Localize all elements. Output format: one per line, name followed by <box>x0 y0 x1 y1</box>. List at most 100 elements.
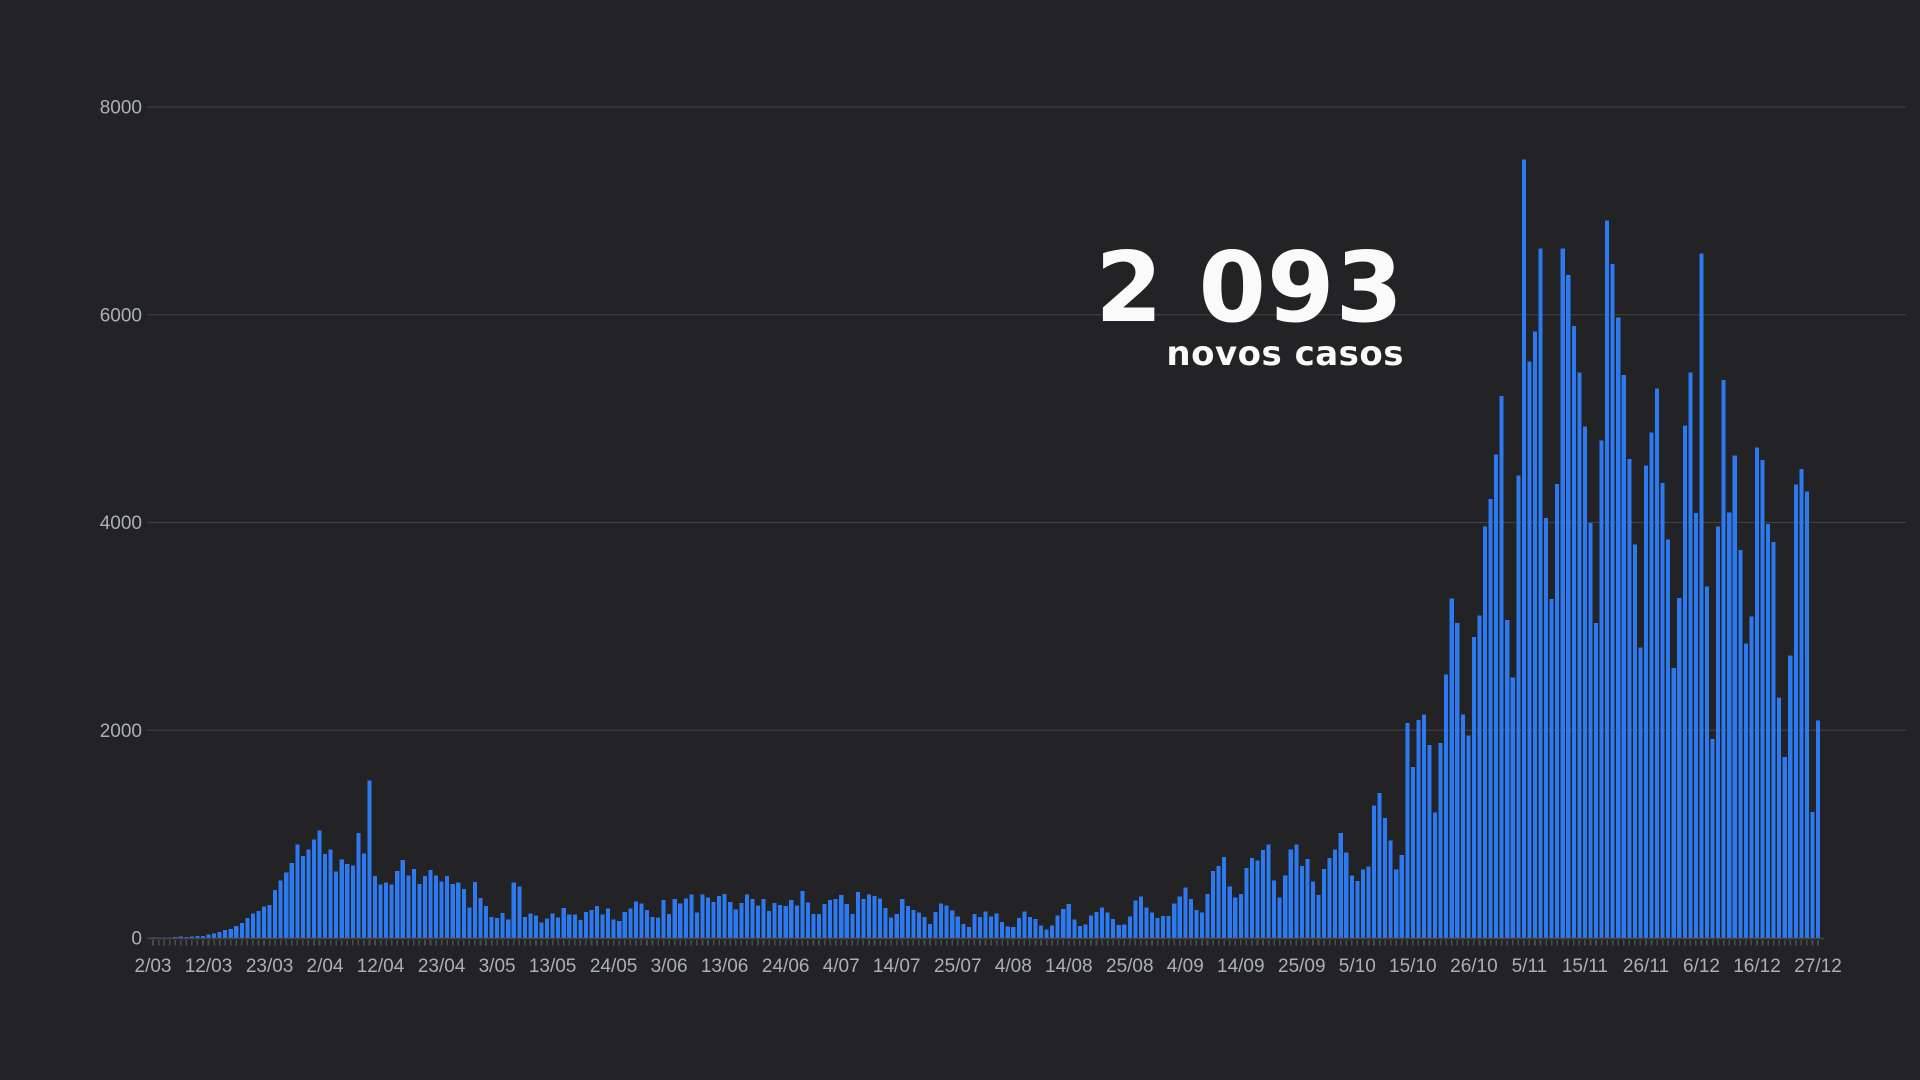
day-tick <box>1156 940 1159 946</box>
day-tick <box>1206 940 1209 946</box>
day-tick <box>646 940 648 946</box>
bar <box>639 903 644 938</box>
x-axis-label: 12/03 <box>185 956 233 977</box>
day-tick <box>1650 940 1653 946</box>
day-tick <box>1140 940 1142 946</box>
day-tick <box>218 940 221 946</box>
bar <box>1000 922 1005 938</box>
bar <box>345 864 350 938</box>
bar <box>689 894 694 938</box>
bar <box>1743 643 1748 938</box>
bar <box>1593 623 1599 938</box>
bar <box>1355 881 1360 938</box>
bar <box>289 862 294 938</box>
day-tick <box>1323 940 1325 946</box>
day-tick <box>352 940 354 946</box>
day-tick <box>307 940 310 946</box>
bar <box>1033 919 1038 938</box>
bar <box>417 883 422 938</box>
day-tick <box>1578 940 1581 946</box>
bar <box>611 919 616 938</box>
day-tick <box>235 940 238 946</box>
bar <box>195 936 200 938</box>
bar <box>1188 899 1193 938</box>
day-tick <box>1367 940 1370 946</box>
bar <box>783 905 788 938</box>
day-tick <box>252 940 254 946</box>
day-tick <box>1462 940 1464 946</box>
bar <box>1283 875 1288 938</box>
x-axis-label: 4/09 <box>1167 956 1204 977</box>
bar <box>1144 907 1149 938</box>
bar <box>533 915 538 938</box>
day-tick <box>1722 940 1725 946</box>
bar <box>483 906 489 938</box>
day-tick <box>740 940 743 946</box>
bar <box>911 909 916 938</box>
day-tick <box>1339 940 1342 946</box>
day-tick <box>768 940 770 946</box>
x-axis-label: 3/06 <box>651 956 688 977</box>
bar <box>1793 484 1798 938</box>
day-tick <box>296 940 299 946</box>
bar <box>239 923 244 938</box>
day-tick <box>790 940 793 946</box>
day-tick <box>479 940 482 946</box>
x-axis-label: 12/04 <box>357 956 405 977</box>
day-tick <box>329 940 332 946</box>
day-tick <box>895 940 898 946</box>
bar <box>228 929 233 938</box>
day-tick <box>1117 940 1120 946</box>
bar <box>900 899 905 938</box>
bar <box>866 894 871 938</box>
bar <box>406 875 411 938</box>
bar <box>1549 599 1554 938</box>
bar <box>1022 911 1027 938</box>
bar <box>167 937 172 938</box>
x-axis-label: 15/11 <box>1562 956 1608 977</box>
day-tick <box>1728 940 1730 946</box>
bar <box>1677 597 1682 938</box>
day-tick <box>1417 940 1420 946</box>
x-axis-label: 4/07 <box>823 956 860 977</box>
day-tick <box>729 940 731 946</box>
day-tick <box>257 940 260 946</box>
bar <box>250 913 255 938</box>
day-tick <box>451 940 454 946</box>
bar <box>633 901 638 938</box>
bar <box>1055 915 1060 938</box>
day-tick <box>929 940 931 946</box>
day-tick <box>229 940 232 946</box>
day-tick <box>390 940 393 946</box>
day-tick <box>1273 940 1275 946</box>
bar <box>223 930 228 938</box>
day-tick <box>862 940 865 946</box>
day-tick <box>840 940 842 946</box>
bar <box>1133 900 1138 938</box>
bar <box>1272 880 1277 938</box>
bar <box>622 911 627 938</box>
bar <box>916 912 921 938</box>
bar <box>800 891 805 938</box>
day-tick <box>879 940 881 946</box>
day-tick <box>796 940 798 946</box>
day-tick <box>907 940 909 946</box>
bar <box>506 919 511 938</box>
day-tick <box>1045 940 1048 946</box>
bar <box>1704 586 1710 938</box>
x-axis-label: 13/05 <box>529 956 577 977</box>
x-axis-label: 25/09 <box>1278 956 1326 977</box>
x-axis-label: 5/10 <box>1339 956 1376 977</box>
bar <box>1016 917 1021 938</box>
day-tick <box>585 940 587 946</box>
day-tick <box>152 940 154 946</box>
day-tick <box>873 940 876 946</box>
bar <box>522 916 527 938</box>
day-tick <box>1023 940 1026 946</box>
day-tick <box>1018 940 1020 946</box>
day-tick <box>385 940 387 946</box>
bar <box>500 912 505 938</box>
x-axis-label: 25/08 <box>1106 956 1154 977</box>
bar <box>1788 655 1793 938</box>
